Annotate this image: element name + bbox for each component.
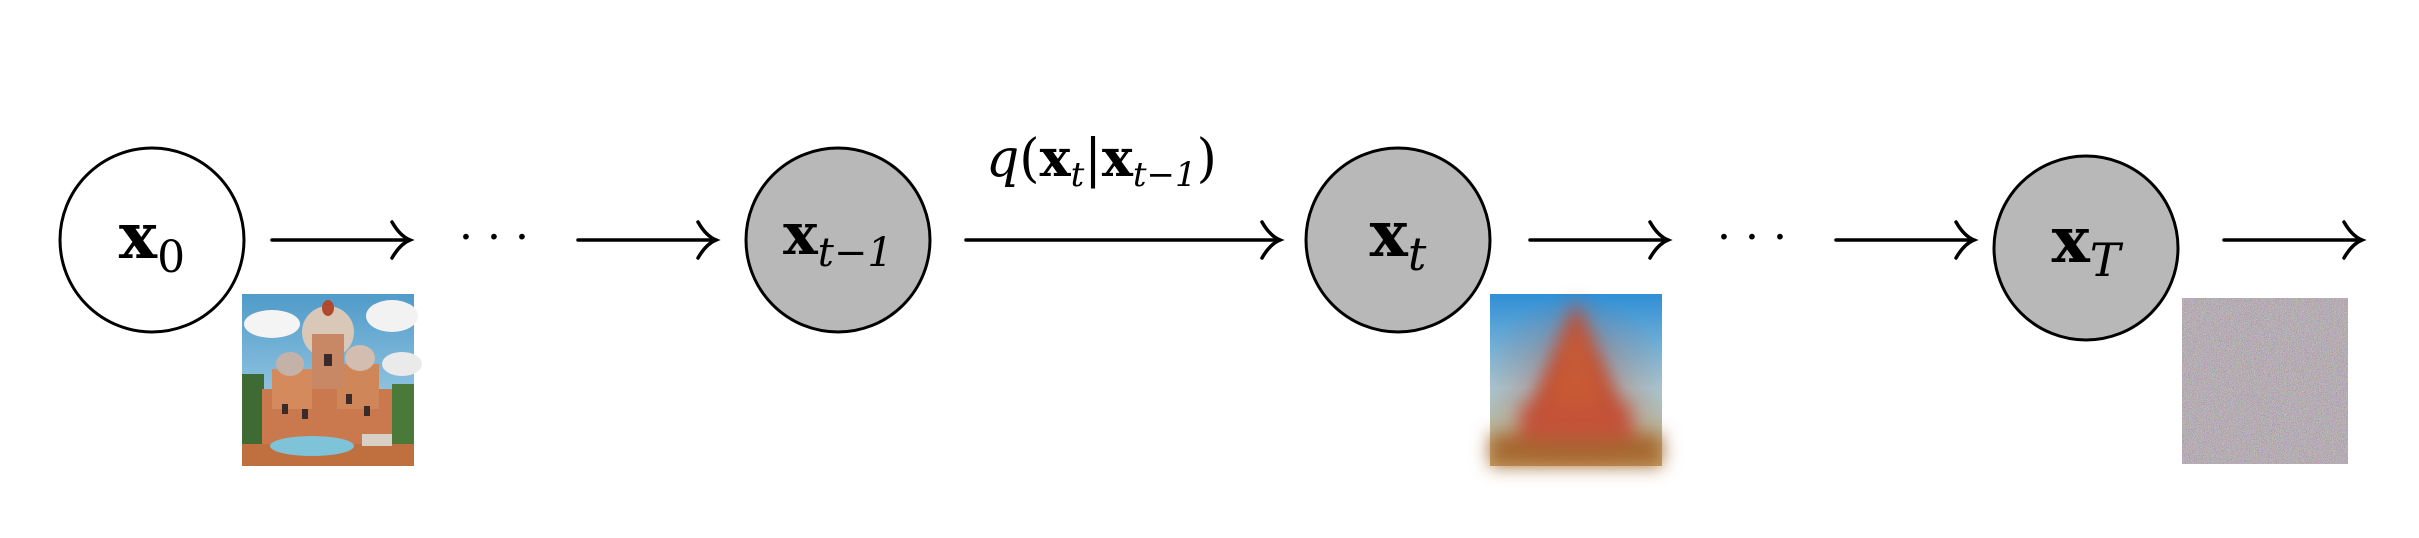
clean-image-thumbnail bbox=[242, 294, 422, 466]
noise-image-icon bbox=[2182, 298, 2348, 464]
svg-text:xT: xT bbox=[2052, 203, 2124, 287]
svg-text:xt: xt bbox=[1370, 197, 1427, 281]
node-xt-sub: t bbox=[1408, 227, 1427, 281]
transition-x-t-minus-1: x bbox=[1102, 128, 1134, 189]
node-xT: xT bbox=[1992, 154, 2180, 342]
transition-open-paren: ( bbox=[1019, 129, 1039, 189]
svg-text:xt−1: xt−1 bbox=[783, 200, 893, 276]
noise-image-thumbnail bbox=[2182, 298, 2348, 464]
node-x0: x0 bbox=[58, 146, 246, 334]
transition-close-paren: ) bbox=[1197, 129, 1217, 189]
arrow-ellipsis-to-xT bbox=[1834, 220, 1979, 260]
blurred-image-thumbnail bbox=[1490, 294, 1662, 466]
node-x0-sub: 0 bbox=[157, 232, 185, 283]
arrow-x-t-minus-1-to-xt bbox=[964, 220, 1285, 260]
pyramid-image-icon bbox=[1490, 294, 1662, 466]
transition-label: q(xt|xt−1) bbox=[986, 128, 1217, 195]
node-xt: xt bbox=[1304, 146, 1492, 334]
castle-image-icon bbox=[242, 294, 422, 466]
transition-bar: | bbox=[1084, 129, 1102, 189]
transition-x-t-minus-1-sub: t−1 bbox=[1133, 155, 1197, 195]
node-xt-base: x bbox=[1370, 197, 1409, 272]
transition-x-t: x bbox=[1040, 128, 1072, 189]
transition-q: q bbox=[986, 129, 1019, 189]
node-x-t-minus-1-sub: t−1 bbox=[818, 230, 893, 276]
arrow-ellipsis-to-x-t-minus-1 bbox=[576, 220, 721, 260]
node-x-t-minus-1: xt−1 bbox=[744, 146, 932, 334]
arrows bbox=[270, 220, 2367, 260]
node-x-t-minus-1-base: x bbox=[783, 200, 818, 268]
arrow-xT-out bbox=[2222, 220, 2367, 260]
transition-x-t-sub: t bbox=[1071, 155, 1085, 195]
ellipsis-right: · · · bbox=[1717, 212, 1787, 263]
node-xT-base: x bbox=[2052, 203, 2091, 278]
ellipsis-left: · · · bbox=[459, 212, 529, 263]
arrow-x0-to-ellipsis bbox=[270, 220, 415, 260]
node-x0-base: x bbox=[119, 199, 158, 274]
node-xT-sub: T bbox=[2090, 233, 2124, 287]
svg-text:x0: x0 bbox=[119, 199, 185, 283]
arrow-xt-to-ellipsis bbox=[1528, 220, 1673, 260]
